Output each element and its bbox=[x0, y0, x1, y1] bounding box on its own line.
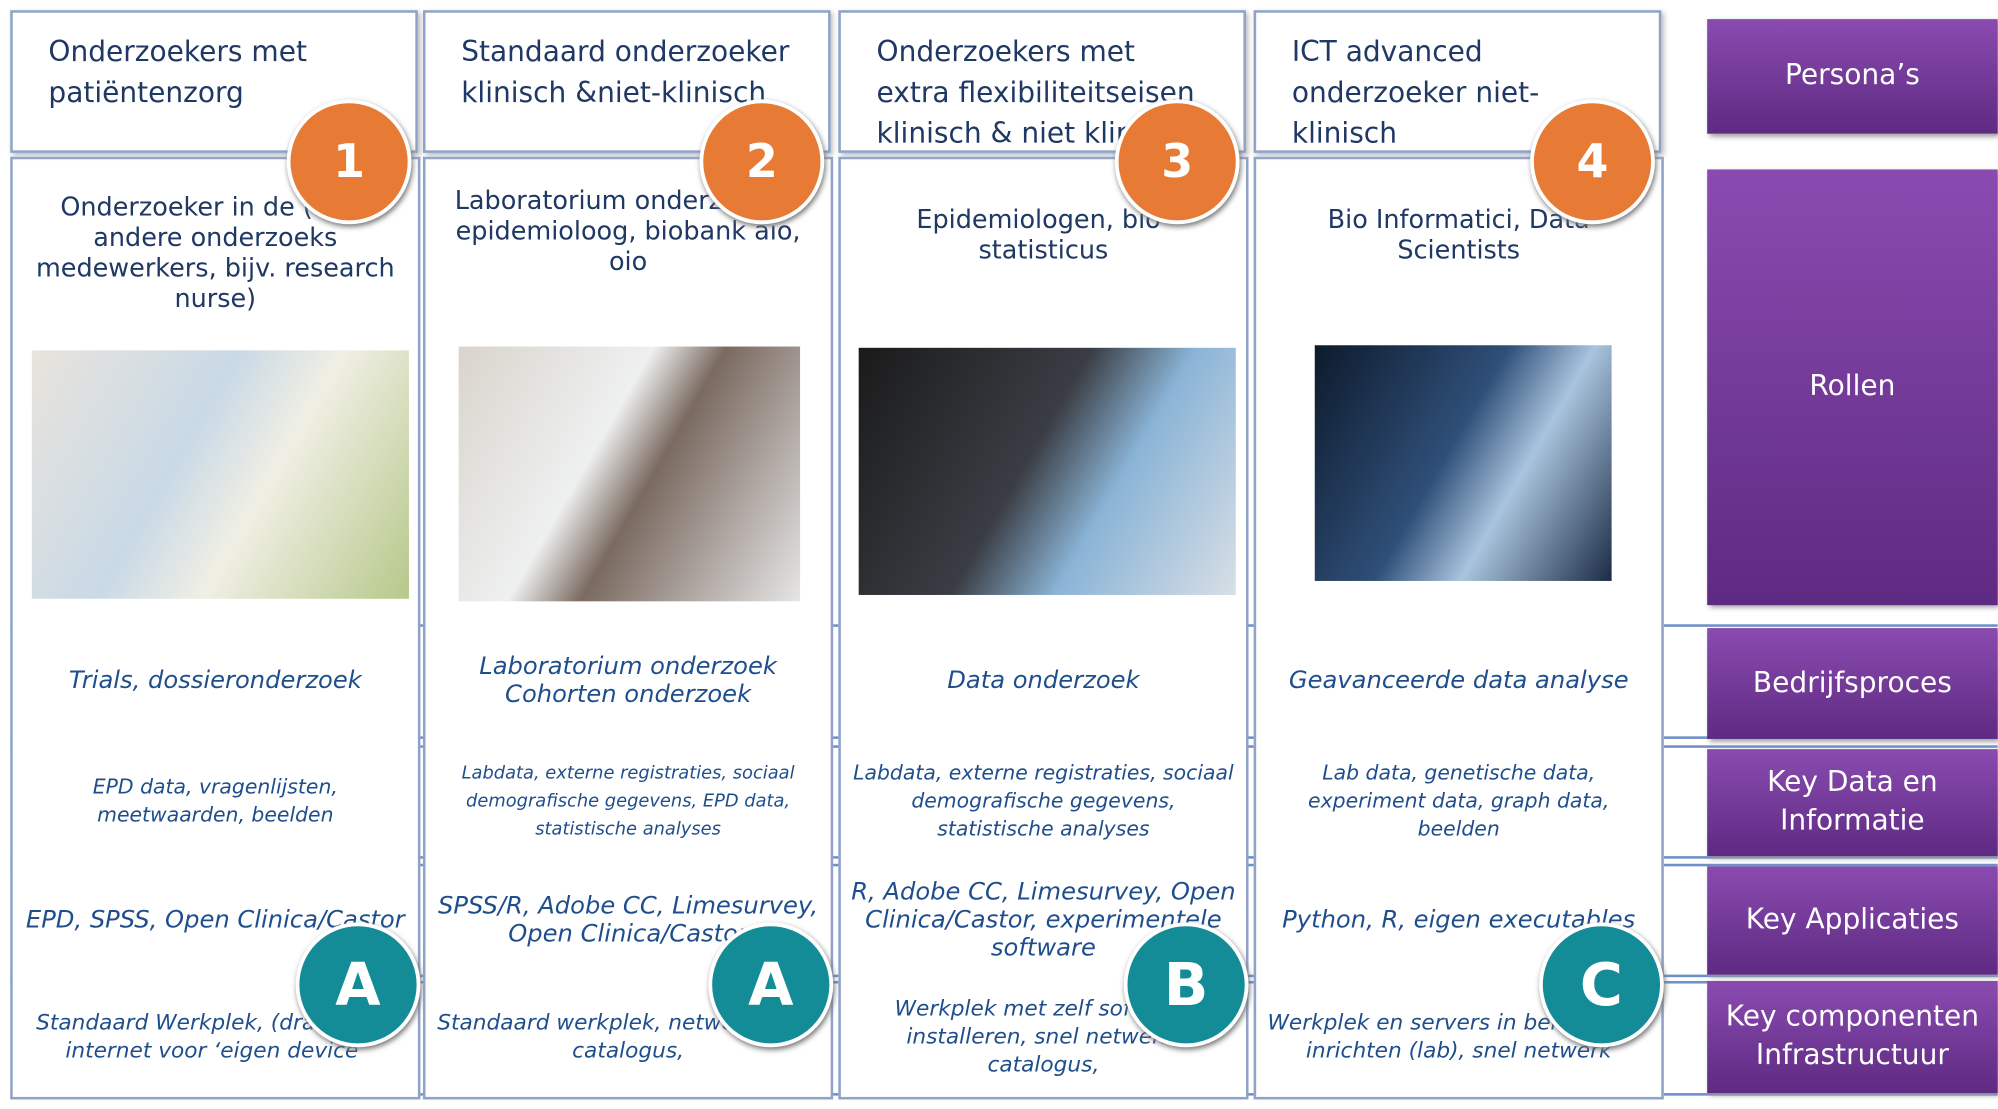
row-label: Key componenten Infrastructuur bbox=[1707, 980, 1998, 1094]
photo bbox=[31, 350, 409, 599]
row-label: Rollen bbox=[1707, 169, 1998, 606]
persona-box: ICT advanced onderzoeker niet-klinisch bbox=[1253, 10, 1662, 153]
applications-text: SPSS/R, Adobe CC, Limesurvey, Open Clini… bbox=[438, 891, 819, 948]
role-text: Bio Informatici, Data Scientists bbox=[1327, 203, 1590, 265]
number-badge: 3 bbox=[1114, 99, 1240, 225]
letter-badge: C bbox=[1538, 922, 1664, 1048]
letter-badge: B bbox=[1123, 922, 1249, 1048]
number-badge: 2 bbox=[699, 99, 825, 225]
process-text: Trials, dossieronderzoek bbox=[68, 666, 362, 695]
letter-badge: A bbox=[295, 922, 421, 1048]
number-badge: 1 bbox=[286, 99, 412, 225]
number-badge: 4 bbox=[1530, 99, 1655, 225]
row-label: Bedrijfsproces bbox=[1707, 628, 1998, 739]
data-text: Lab data, genetische data, experiment da… bbox=[1308, 759, 1610, 841]
process-text: Laboratorium onderzoek Cohorten onderzoe… bbox=[479, 652, 777, 709]
process-text: Geavanceerde data analyse bbox=[1288, 666, 1629, 695]
row-label: Persona’s bbox=[1707, 19, 1998, 134]
photo bbox=[1314, 345, 1612, 581]
data-text: Labdata, externe registraties, sociaal d… bbox=[461, 762, 795, 839]
data-text: EPD data, vragenlijsten, meetwaarden, be… bbox=[92, 773, 338, 827]
row-label: Key Applicaties bbox=[1707, 866, 1998, 975]
data-text: Labdata, externe registraties, sociaal d… bbox=[853, 759, 1234, 841]
photo bbox=[858, 347, 1236, 595]
role-text: Epidemiologen, bio- statisticus bbox=[916, 203, 1171, 265]
photo bbox=[458, 346, 801, 602]
letter-badge: A bbox=[708, 922, 834, 1048]
applications-text: R, Adobe CC, Limesurvey, Open Clinica/Ca… bbox=[851, 877, 1236, 962]
row-label: Key Data en Informatie bbox=[1707, 749, 1998, 857]
process-text: Data onderzoek bbox=[947, 666, 1140, 695]
